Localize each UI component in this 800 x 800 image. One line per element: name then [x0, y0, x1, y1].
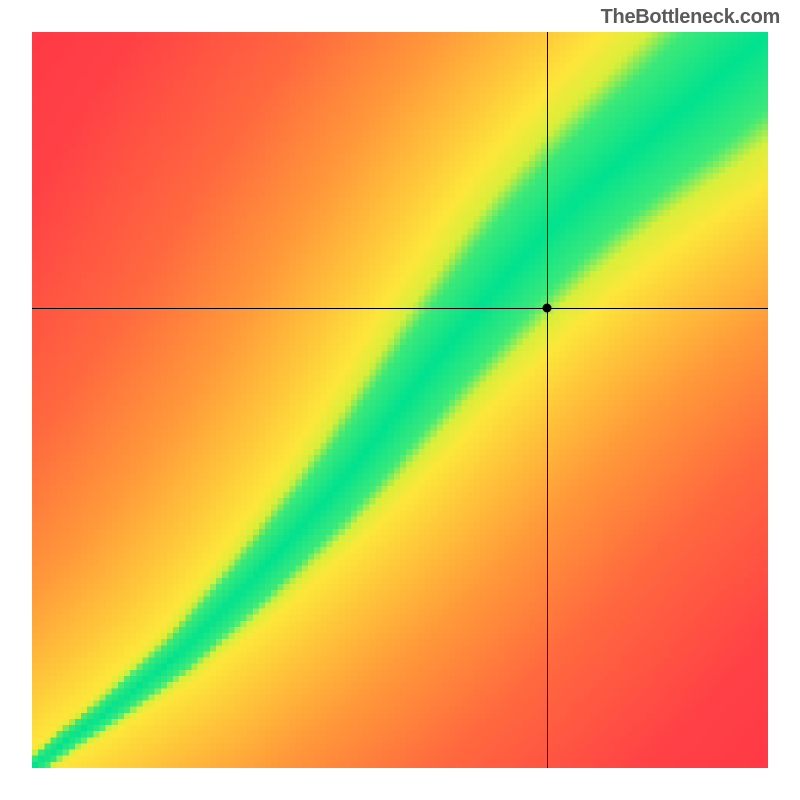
- attribution-text: TheBottleneck.com: [601, 6, 780, 29]
- crosshair-horizontal: [32, 308, 768, 309]
- crosshair-vertical: [547, 32, 548, 768]
- plot-area: [32, 32, 768, 768]
- bottleneck-heatmap: [32, 32, 768, 768]
- selection-marker: [543, 304, 552, 313]
